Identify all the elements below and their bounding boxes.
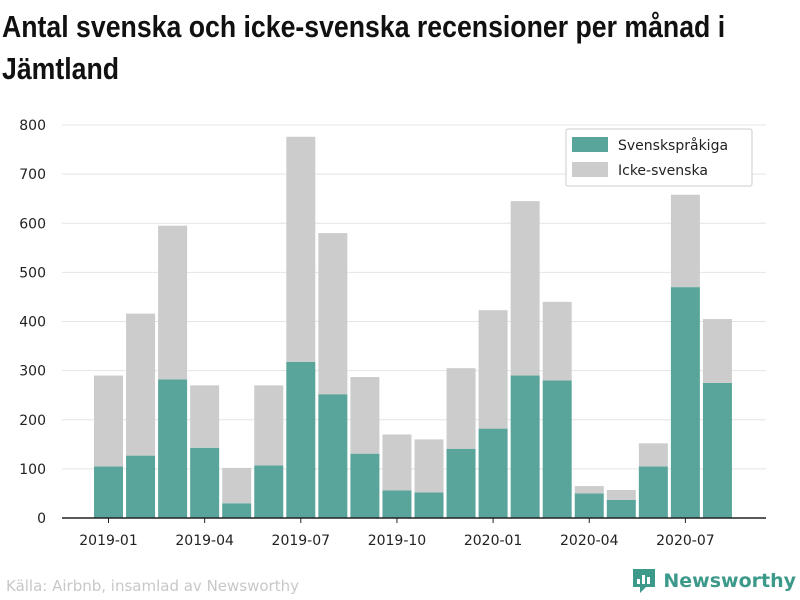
bar-non-swedish xyxy=(158,225,188,380)
bar-non-swedish xyxy=(222,467,252,504)
y-tick-label: 700 xyxy=(19,167,46,183)
bar-swedish xyxy=(446,448,476,518)
y-tick-label: 800 xyxy=(19,118,46,134)
brand-logo: Newsworthy xyxy=(631,566,796,596)
bar-swedish xyxy=(222,503,252,518)
bar-non-swedish xyxy=(382,434,412,491)
y-tick-labels: 0 100 200 300 400 500 600 700 800 xyxy=(19,118,46,527)
bar-swedish xyxy=(94,466,123,518)
bar-non-swedish xyxy=(606,489,636,500)
bar-swedish xyxy=(574,493,604,518)
y-tick-label: 200 xyxy=(19,413,46,429)
bar-non-swedish xyxy=(286,136,316,362)
legend-swatch-non-swedish xyxy=(572,162,608,177)
bar-swedish xyxy=(318,394,348,518)
bars xyxy=(94,136,732,518)
bar-non-swedish xyxy=(478,310,508,429)
bar-non-swedish xyxy=(702,319,732,383)
legend-swatch-swedish xyxy=(572,137,608,152)
bar-swedish xyxy=(254,465,284,518)
y-tick-label: 400 xyxy=(19,315,46,331)
bar-non-swedish xyxy=(94,375,123,467)
legend: Svenskspråkiga Icke-svenska xyxy=(565,128,753,187)
bar-non-swedish xyxy=(254,385,284,466)
legend-label-swedish: Svenskspråkiga xyxy=(618,137,728,154)
bar-non-swedish xyxy=(350,377,380,454)
newsworthy-logo-icon xyxy=(633,569,656,593)
bar-non-swedish xyxy=(414,439,444,493)
bar-swedish xyxy=(702,382,732,518)
bar-non-swedish xyxy=(542,301,572,381)
bar-swedish xyxy=(478,428,508,518)
bar-non-swedish xyxy=(670,194,700,288)
bar-swedish xyxy=(350,453,380,518)
x-tick-label: 2019-04 xyxy=(175,533,234,549)
legend-box xyxy=(565,128,753,187)
y-tick-label: 500 xyxy=(19,265,46,281)
x-tick-label: 2019-01 xyxy=(79,533,138,549)
bar-swedish xyxy=(606,499,636,518)
y-tick-label: 100 xyxy=(19,462,46,478)
bar-swedish xyxy=(190,447,220,518)
x-tick-label: 2019-07 xyxy=(272,533,331,549)
y-tick-label: 300 xyxy=(19,364,46,380)
bar-non-swedish xyxy=(574,486,604,494)
bar-swedish xyxy=(414,492,444,518)
source-note: Källa: Airbnb, insamlad av Newsworthy xyxy=(6,577,299,595)
bar-non-swedish xyxy=(510,201,540,376)
bar-swedish xyxy=(670,287,700,518)
bar-swedish xyxy=(286,361,316,518)
bar-non-swedish xyxy=(318,233,348,395)
x-tick-label: 2019-10 xyxy=(368,533,427,549)
bar-non-swedish xyxy=(190,385,220,448)
x-tick-label: 2020-04 xyxy=(560,533,619,549)
y-tick-label: 600 xyxy=(19,216,46,232)
bar-non-swedish xyxy=(126,313,156,456)
brand-name: Newsworthy xyxy=(663,570,796,592)
bar-swedish xyxy=(382,490,412,518)
bar-swedish xyxy=(542,380,572,518)
legend-label-non-swedish: Icke-svenska xyxy=(618,163,708,179)
bar-swedish xyxy=(158,379,188,518)
bar-non-swedish xyxy=(446,368,476,449)
bar-swedish xyxy=(126,455,156,518)
x-tick-labels: 2019-01 2019-04 2019-07 2019-10 2020-01 2020-… xyxy=(79,518,715,549)
chart-title: Antal svenska och icke-svenska recension… xyxy=(2,9,726,86)
x-tick-label: 2020-07 xyxy=(656,533,715,549)
x-tick-label: 2020-01 xyxy=(464,533,523,549)
y-tick-label: 0 xyxy=(37,511,46,527)
bar-swedish xyxy=(510,375,540,518)
bar-non-swedish xyxy=(638,443,668,467)
bar-swedish xyxy=(638,466,668,518)
